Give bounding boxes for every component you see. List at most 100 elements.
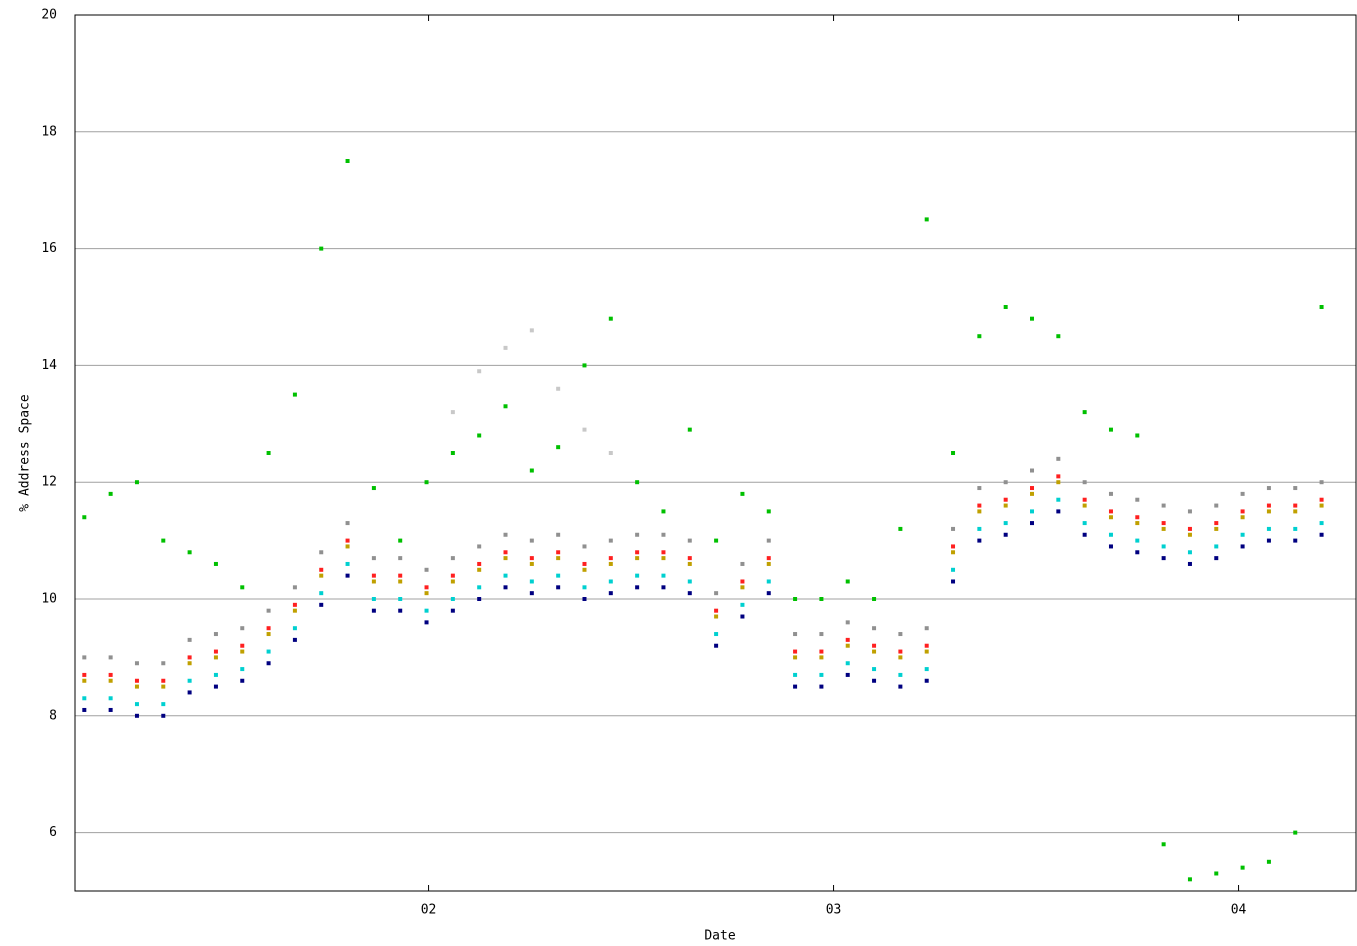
point (1319, 532, 1324, 537)
point (424, 585, 429, 590)
point (951, 550, 956, 555)
point (345, 538, 350, 543)
point (450, 597, 455, 601)
point (82, 678, 87, 683)
point (714, 608, 719, 613)
point (687, 561, 692, 566)
y-tick-label: 20 (41, 8, 57, 23)
point (1187, 509, 1192, 514)
point (240, 643, 245, 648)
point (1003, 480, 1008, 485)
point (213, 672, 218, 677)
point (1240, 491, 1245, 496)
point (740, 585, 745, 590)
point (1293, 509, 1298, 514)
point (319, 591, 324, 596)
point (582, 427, 587, 432)
point (608, 561, 613, 566)
point (503, 345, 508, 350)
point (1082, 497, 1087, 502)
point (1161, 526, 1166, 531)
x-axis-label: Date (704, 929, 735, 944)
point (1266, 503, 1271, 508)
point (819, 672, 824, 677)
point (819, 649, 824, 654)
point (582, 567, 587, 572)
point (371, 556, 376, 561)
point (477, 585, 482, 590)
point (398, 597, 403, 601)
y-tick-label: 10 (41, 592, 57, 607)
point (687, 538, 692, 543)
point (977, 509, 982, 514)
point (503, 585, 508, 590)
point (1266, 509, 1271, 514)
point (977, 486, 982, 491)
point (872, 643, 877, 648)
point (187, 655, 192, 660)
point (529, 468, 534, 473)
point (608, 556, 613, 561)
point (740, 614, 745, 619)
point (556, 445, 561, 450)
point (977, 334, 982, 339)
point (582, 597, 587, 601)
point (872, 649, 877, 654)
point (1108, 427, 1113, 432)
y-tick-label: 14 (41, 358, 57, 373)
x-tick-label: 04 (1231, 903, 1247, 918)
point (1030, 491, 1035, 496)
point (1293, 486, 1298, 491)
point (1082, 410, 1087, 415)
point (582, 585, 587, 590)
point (398, 608, 403, 613)
point (898, 672, 903, 677)
point (371, 486, 376, 491)
point (1319, 480, 1324, 485)
point (872, 678, 877, 683)
point (1266, 526, 1271, 531)
y-tick-label: 12 (41, 475, 57, 490)
point (319, 550, 324, 555)
point (82, 672, 87, 677)
point (845, 643, 850, 648)
point (1187, 526, 1192, 531)
point (1161, 503, 1166, 508)
point (793, 632, 798, 637)
point (687, 579, 692, 584)
point (1187, 550, 1192, 555)
point (529, 591, 534, 596)
point (187, 690, 192, 695)
point (635, 573, 640, 578)
point (1266, 859, 1271, 864)
point (1240, 532, 1245, 537)
point (1161, 544, 1166, 549)
point (398, 556, 403, 561)
point (450, 608, 455, 613)
point (977, 538, 982, 543)
point (477, 567, 482, 572)
point (740, 579, 745, 584)
point (1135, 538, 1140, 543)
point (503, 550, 508, 555)
point (1187, 532, 1192, 537)
point (529, 556, 534, 561)
point (951, 579, 956, 584)
point (450, 573, 455, 578)
point (266, 649, 271, 654)
point (1214, 871, 1219, 876)
point (503, 404, 508, 409)
point (424, 480, 429, 485)
point (635, 550, 640, 555)
y-tick-label: 6 (49, 825, 57, 840)
point (635, 585, 640, 590)
point (108, 696, 113, 701)
point (898, 649, 903, 654)
point (977, 526, 982, 531)
point (1003, 305, 1008, 309)
point (1187, 877, 1192, 882)
point (187, 661, 192, 666)
point (714, 632, 719, 637)
